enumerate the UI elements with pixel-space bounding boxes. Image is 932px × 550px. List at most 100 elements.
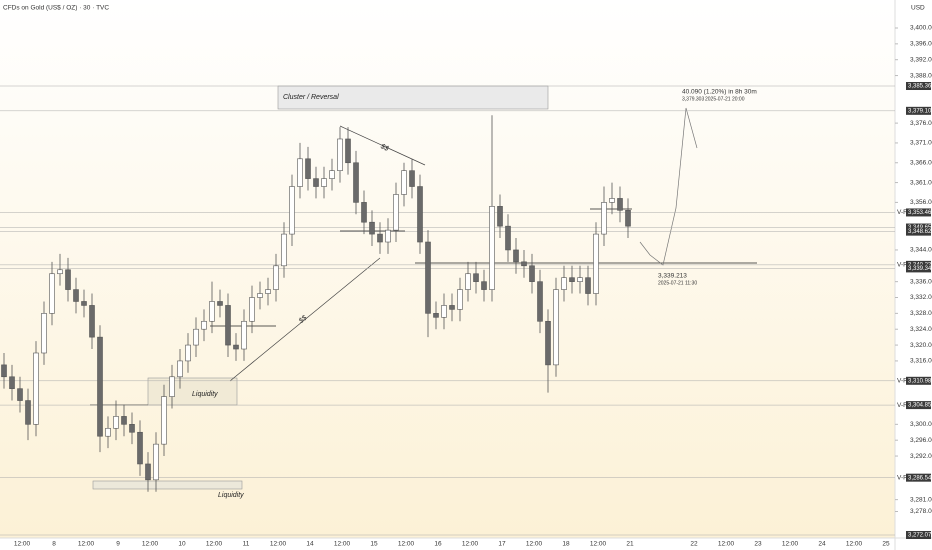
level-note: V-R <box>897 474 908 481</box>
price-tag-label: 3,304.855 <box>908 403 932 409</box>
candle-body <box>193 328 199 346</box>
price-tag-label: 3,385.365 <box>908 84 932 90</box>
y-tick-label: 3,356.000 <box>910 199 932 206</box>
candle-body <box>25 400 31 425</box>
x-tick-label: 8 <box>52 541 56 548</box>
price-tag <box>906 82 931 91</box>
y-tick-label: 3,336.000 <box>910 278 932 285</box>
level-note: V-R <box>897 262 908 269</box>
candle-body <box>297 158 303 187</box>
candle-body <box>49 273 55 314</box>
price-tag <box>906 531 931 539</box>
candle-body <box>577 277 583 282</box>
x-tick-label: 15 <box>370 541 378 548</box>
x-tick-label: 14 <box>306 541 314 548</box>
x-tick-label: 12:00 <box>398 541 415 548</box>
x-tick-label: 12:00 <box>782 541 799 548</box>
candle-body <box>113 416 119 429</box>
candle-body <box>617 198 623 211</box>
price-tag-label: 3,272.077 <box>908 533 932 539</box>
candle-body <box>361 202 367 223</box>
price-tag <box>906 264 931 273</box>
candle-body <box>425 241 431 314</box>
y-tick-label: 3,281.000 <box>910 496 932 503</box>
x-tick-label: 21 <box>626 541 634 548</box>
candle-body <box>497 206 503 227</box>
x-tick-label: 12:00 <box>718 541 735 548</box>
annotation: 40.090 (1.20%) in 8h 30m <box>682 89 757 96</box>
annotation: 3,339.213 <box>658 273 687 280</box>
candle-body <box>481 281 487 290</box>
candle-body <box>409 170 415 187</box>
x-tick-label: 24 <box>818 541 826 548</box>
y-tick-label: 3,316.000 <box>910 358 932 365</box>
candle-body <box>449 305 455 310</box>
candle-body <box>561 277 567 290</box>
x-tick-label: 16 <box>434 541 442 548</box>
candle-body <box>345 138 351 164</box>
candle-body <box>369 221 375 235</box>
candle-body <box>489 206 495 290</box>
candle-body <box>401 170 407 195</box>
x-tick-label: 23 <box>754 541 762 548</box>
candle-body <box>121 416 127 425</box>
x-tick-label: 12:00 <box>462 541 479 548</box>
x-tick-label: 12:00 <box>590 541 607 548</box>
candle-body <box>241 320 247 350</box>
candle-body <box>593 233 599 294</box>
candle-body <box>41 313 47 354</box>
annotation: 2025-07-21 11:30 <box>658 280 697 286</box>
candle-body <box>201 320 207 330</box>
candle-body <box>225 305 231 346</box>
x-tick-label: 12:00 <box>206 541 223 548</box>
candle-body <box>33 352 39 425</box>
annotation: 3,379.303 <box>682 96 704 102</box>
candle-body <box>73 289 79 302</box>
trend-line <box>339 125 426 166</box>
candle-body <box>353 162 359 203</box>
x-tick-label: 22 <box>690 541 698 548</box>
x-tick-label: 17 <box>498 541 506 548</box>
level-note: V-R <box>897 209 908 216</box>
x-tick-label: 12:00 <box>526 541 543 548</box>
annotation: Liquidity <box>218 492 244 499</box>
candle-body <box>265 289 271 294</box>
annotation: $$ <box>378 143 389 153</box>
y-tick-label: 3,292.000 <box>910 453 932 460</box>
candle-body <box>137 431 143 465</box>
candle-body <box>209 301 215 322</box>
y-tick-label: 3,400.000 <box>910 25 932 32</box>
candle-body <box>1 364 7 378</box>
candle-body <box>585 277 591 294</box>
candle-body <box>281 233 287 267</box>
candle-body <box>89 305 95 338</box>
candle-body <box>97 336 103 437</box>
candle-body <box>233 344 239 350</box>
zone-box <box>92 480 243 490</box>
price-tag-label: 3,310.982 <box>908 378 932 384</box>
candle-body <box>169 376 175 397</box>
price-tag-label: 3,348.621 <box>908 229 932 235</box>
annotation: 2025-07-21 20:00 <box>705 96 745 102</box>
candle-body <box>81 301 87 306</box>
y-tick-label: 3,320.000 <box>910 342 932 349</box>
price-tag <box>906 401 931 410</box>
level-note: V-R <box>897 402 908 409</box>
y-tick-label: 3,344.000 <box>910 247 932 254</box>
x-tick-label: 25 <box>882 541 890 548</box>
candle-body <box>521 261 527 267</box>
y-tick-label: 3,366.000 <box>910 159 932 166</box>
y-tick-label: 3,361.000 <box>910 179 932 186</box>
candle-body <box>441 305 447 318</box>
x-tick-label: 12:00 <box>78 541 95 548</box>
x-tick-label: 9 <box>116 541 120 548</box>
price-tag <box>906 223 931 232</box>
candle-body <box>417 186 423 243</box>
price-tag-label: 3,286.540 <box>908 475 932 481</box>
plot-background <box>0 0 895 538</box>
candle-body <box>9 376 15 389</box>
candle-body <box>185 344 191 362</box>
y-tick-label: 3,388.000 <box>910 72 932 79</box>
x-tick-label: 12:00 <box>846 541 863 548</box>
